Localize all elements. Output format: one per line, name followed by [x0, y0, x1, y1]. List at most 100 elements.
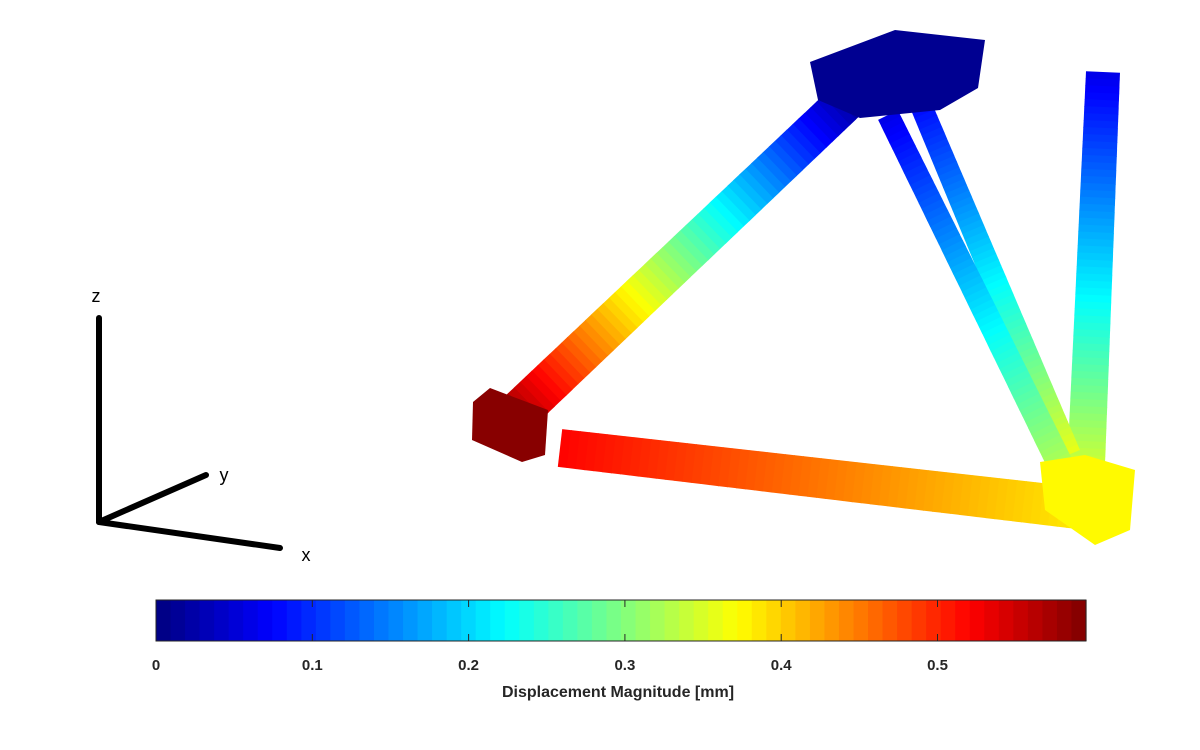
outer-strut-segment — [947, 190, 972, 206]
outer-strut-segment — [938, 167, 962, 183]
colorbar-cell — [650, 600, 666, 641]
vertical-post-segment — [1068, 433, 1107, 443]
inner-strut-segment — [907, 169, 931, 186]
outer-strut-segment — [983, 276, 1009, 293]
inner-strut-segment — [959, 275, 984, 293]
inner-strut-segment — [1042, 446, 1069, 465]
inner-strut-segment — [909, 175, 934, 192]
inner-strut-segment — [938, 234, 963, 251]
colorbar-cell — [737, 600, 753, 641]
outer-strut-segment — [986, 282, 1012, 299]
colorbar-cell — [679, 600, 695, 641]
colorbar-cell — [751, 600, 767, 641]
diagonal-strut-segment — [644, 258, 679, 295]
inner-strut-segment — [933, 222, 957, 239]
colorbar-cell — [272, 600, 288, 641]
vertical-post-segment — [1085, 78, 1120, 88]
inner-strut-segment — [921, 198, 946, 216]
inner-strut-segment — [1013, 387, 1040, 405]
outer-strut — [911, 103, 1080, 460]
vertical-post-segment — [1082, 147, 1118, 157]
inner-strut-segment — [883, 121, 907, 139]
colorbar-cell — [606, 600, 622, 641]
colorbar-cell — [591, 600, 608, 641]
diagonal-strut-segment — [584, 314, 620, 351]
colorbar-cell — [417, 600, 433, 641]
diagonal-strut-segment — [679, 224, 715, 261]
outer-strut-segment — [962, 224, 987, 241]
diagonal-strut-segment — [715, 191, 750, 227]
outer-strut-segment — [971, 248, 997, 264]
diagonal-strut-segment — [727, 180, 762, 216]
colorbar-cell — [984, 600, 1000, 641]
diagonal-strut-segment — [667, 236, 703, 272]
diagonal-strut-segment — [810, 101, 845, 137]
diagonal-strut-segment — [774, 135, 809, 171]
colorbar-tick-label: 0.1 — [302, 657, 323, 674]
diagonal-strut-segment — [685, 219, 721, 255]
colorbar-tick-label: 0.4 — [771, 657, 793, 674]
colorbar-cell — [388, 600, 404, 641]
right-corner-joint — [1040, 455, 1135, 545]
diagonal-strut-segment — [703, 202, 738, 238]
outer-strut-segment — [957, 213, 982, 229]
colorbar-cell — [926, 600, 942, 641]
vertical-post-segment — [1082, 134, 1118, 143]
colorbar-cell — [708, 600, 724, 641]
colorbar-cell — [998, 600, 1014, 641]
axis-triad: z y x — [92, 286, 311, 565]
colorbar-cell — [214, 600, 230, 641]
vertical-post-segment — [1080, 189, 1116, 199]
colorbar-cell — [635, 600, 651, 641]
colorbar-cell — [853, 600, 869, 641]
colorbar-cell — [432, 600, 448, 641]
y-axis-arrow — [96, 472, 209, 525]
vertical-post-segment — [1077, 238, 1114, 248]
outer-strut-segment — [959, 219, 985, 235]
colorbar-tick-label: 0 — [152, 657, 160, 674]
vertical-post-segment — [1074, 315, 1111, 325]
diagonal-strut-segment — [756, 152, 792, 188]
inner-strut-segment — [898, 151, 922, 168]
inner-strut-segment — [982, 322, 1008, 340]
diagonal-strut-segment — [519, 376, 555, 413]
inner-strut — [878, 110, 1075, 476]
vertical-post-segment — [1071, 363, 1109, 373]
diagonal-strut-segment — [768, 140, 803, 177]
diagonal-strut-segment — [804, 107, 839, 143]
vertical-post-segment — [1081, 161, 1117, 171]
vertical-post-segment — [1079, 196, 1116, 206]
inner-strut-segment — [1022, 405, 1049, 423]
colorbar-gradient — [156, 600, 1087, 641]
colorbar-cell — [955, 600, 971, 641]
vertical-post-segment — [1077, 252, 1114, 262]
inner-strut-segment — [944, 245, 969, 263]
inner-strut-segment — [990, 340, 1016, 358]
colorbar-cell — [257, 600, 273, 641]
vertical-post-segment — [1071, 370, 1109, 380]
inner-strut-segment — [970, 299, 996, 317]
vertical-post-segment — [1075, 287, 1112, 297]
diagonal-strut-segment — [632, 269, 668, 306]
diagonal-strut-segment — [620, 280, 656, 317]
y-axis-label: y — [220, 465, 229, 485]
colorbar-cell — [897, 600, 913, 641]
diagonal-strut-segment — [691, 213, 727, 250]
outer-strut-segment — [916, 115, 940, 131]
inner-strut-segment — [973, 304, 999, 322]
inner-strut-segment — [892, 139, 916, 156]
outer-strut-segment — [921, 126, 945, 142]
inner-strut-segment — [901, 157, 925, 174]
diagonal-strut-segment — [656, 247, 691, 284]
vertical-post-segment — [1075, 294, 1112, 304]
diagonal-strut-segment — [816, 95, 851, 132]
colorbar-cell — [475, 600, 491, 641]
vertical-post-segment — [1078, 231, 1114, 241]
diagonal-strut-segment — [662, 241, 697, 278]
outer-strut-segment — [935, 161, 960, 177]
inner-strut-segment — [881, 116, 904, 133]
colorbar-cell — [315, 600, 331, 641]
diagonal-strut-segment — [792, 118, 827, 154]
colorbar-cell — [577, 600, 593, 641]
